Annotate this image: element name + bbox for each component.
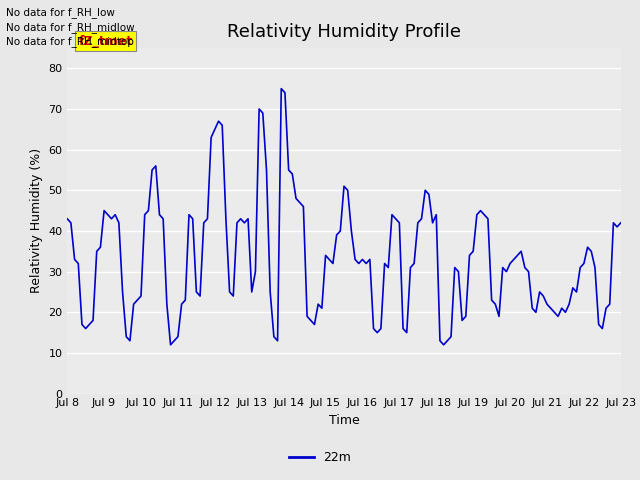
Legend: 22m: 22m <box>284 446 356 469</box>
Text: No data for f_RH_low: No data for f_RH_low <box>6 7 115 18</box>
Text: No data for f_RH_midlow: No data for f_RH_midlow <box>6 22 135 33</box>
Text: fZ_tmet: fZ_tmet <box>78 35 132 48</box>
Text: No data for f_RH_midtop: No data for f_RH_midtop <box>6 36 134 47</box>
Title: Relativity Humidity Profile: Relativity Humidity Profile <box>227 23 461 41</box>
X-axis label: Time: Time <box>328 414 360 427</box>
Y-axis label: Relativity Humidity (%): Relativity Humidity (%) <box>29 148 43 293</box>
